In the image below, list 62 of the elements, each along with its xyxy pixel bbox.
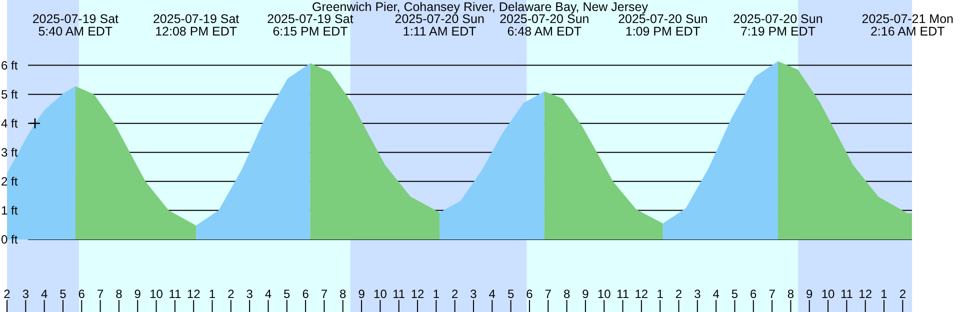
x2-tick-label: 2025-07-19 Sat 6:15 PM EDT (267, 12, 354, 38)
y-tick-label: 4 ft (1, 116, 18, 131)
x-tick-label: 11 (840, 287, 854, 301)
x-tick-label: 4 (712, 287, 720, 301)
x-tick-label: 4 (488, 287, 496, 301)
x-tick-label: 5 (507, 287, 514, 301)
x-tick-label: 11 (392, 287, 406, 301)
x-tick-label: 5 (60, 287, 67, 301)
x-tick-label: 2 (4, 287, 11, 301)
x-tick-label: 6 (750, 287, 758, 301)
x-tick-label: 5 (284, 287, 291, 301)
x-tick-label: 10 (821, 287, 836, 301)
x-tick-label: 9 (358, 287, 366, 301)
x2-tick-label: 2025-07-21 Mon 2:16 AM EDT (862, 12, 954, 38)
x2-tick-label: 2025-07-19 Sat 12:08 PM EDT (152, 12, 240, 38)
x-tick-label: 7 (544, 287, 552, 301)
x-tick-label: 11 (168, 287, 182, 301)
x-tick-label: 3 (22, 287, 30, 301)
y-tick-label: 3 ft (1, 146, 18, 160)
x-tick-label: 11 (616, 287, 630, 301)
x-tick-label: 8 (563, 287, 570, 301)
x-tick-label: 7 (768, 287, 776, 301)
x-tick-label: 7 (320, 287, 328, 301)
x-tick-label: 6 (78, 287, 86, 301)
x-tick-label: 2 (899, 287, 906, 301)
x-tick-label: 12 (634, 287, 648, 301)
y-tick-label: 0 ft (1, 232, 18, 247)
x-tick-label: 3 (694, 287, 702, 301)
x-tick-label: 1 (880, 287, 888, 301)
x-tick-label: 10 (150, 287, 164, 301)
x-tick-label: 8 (787, 287, 794, 301)
x-tick-label: 6 (302, 287, 310, 301)
x-tick-label: 9 (806, 287, 814, 301)
chart-title: Greenwich Pier, Cohansey River, Delaware Bay, New Jersey (312, 0, 649, 14)
x-tick-label: 3 (470, 287, 478, 301)
x-tick-label: 9 (582, 287, 590, 301)
x-tick-label: 12 (410, 287, 425, 301)
y-tick-label: 5 ft (1, 88, 18, 102)
x-tick-label: 10 (374, 287, 388, 301)
x-tick-label: 1 (656, 287, 664, 301)
x-tick-label: 3 (246, 287, 254, 301)
x2-tick-label: 2025-07-19 Sat 5:40 AM EDT (32, 12, 120, 38)
x-tick-label: 1 (208, 287, 216, 301)
x-tick-label: 1 (432, 287, 440, 301)
x-tick-label: 4 (264, 287, 272, 301)
x-tick-label: 8 (340, 287, 347, 301)
x-tick-label: 2 (675, 287, 682, 301)
x-tick-label: 8 (116, 287, 123, 301)
x-tick-label: 4 (40, 287, 48, 301)
y-tick-label: 2 ft (1, 174, 18, 189)
x-tick-label: 12 (186, 287, 201, 301)
y-tick-label: 6 ft (1, 58, 18, 72)
x-tick-label: 7 (96, 287, 104, 301)
x-tick-label: 2 (228, 287, 235, 301)
x-tick-label: 2 (451, 287, 458, 301)
x2-tick-label: 2025-07-20 Sun 7:19 PM EDT (733, 12, 823, 38)
x-tick-label: 5 (731, 287, 738, 301)
x-tick-label: 10 (597, 287, 612, 301)
x-tick-label: 6 (526, 287, 534, 301)
y-tick-label: 1 ft (1, 204, 18, 218)
x-tick-label: 12 (858, 287, 872, 301)
x-tick-label: 9 (134, 287, 142, 301)
